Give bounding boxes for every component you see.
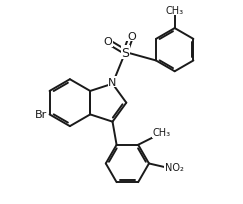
Text: O: O [127, 31, 136, 41]
Text: CH₃: CH₃ [153, 128, 171, 137]
Text: O: O [104, 37, 112, 47]
Text: N: N [108, 78, 117, 87]
Text: CH₃: CH₃ [166, 6, 184, 16]
Text: S: S [122, 46, 130, 59]
Text: NO₂: NO₂ [165, 162, 184, 172]
Text: Br: Br [35, 110, 47, 120]
